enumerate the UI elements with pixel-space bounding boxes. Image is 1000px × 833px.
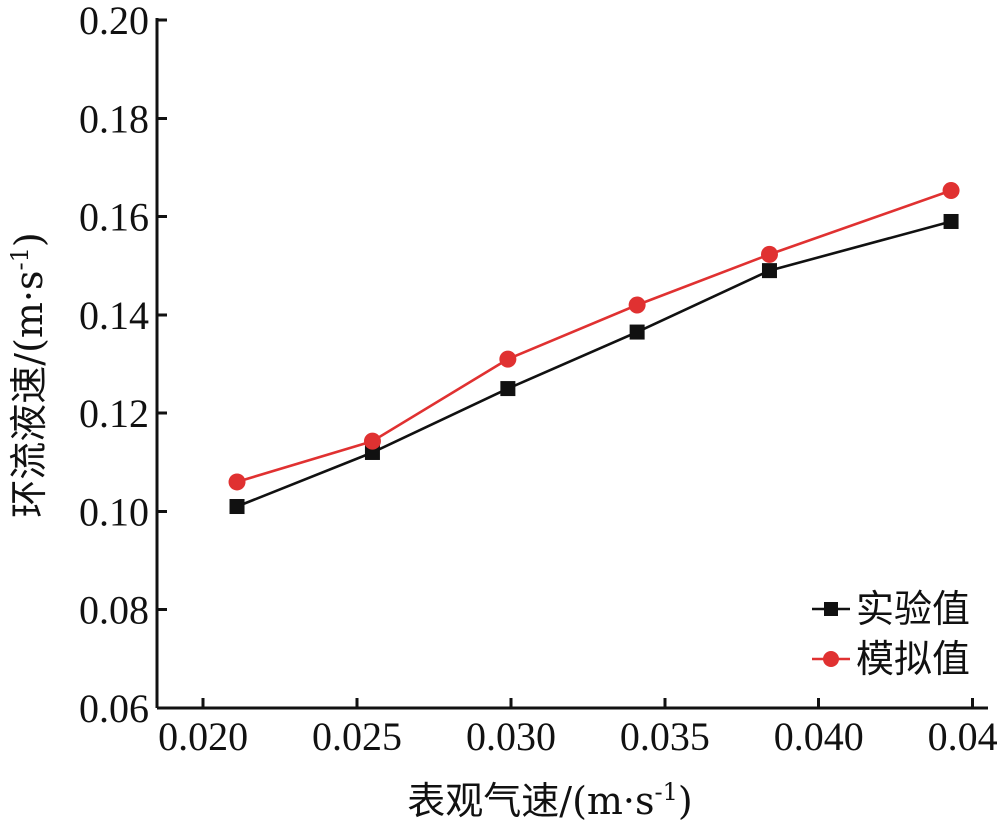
legend-label-simulated: 模拟值 xyxy=(856,637,970,681)
x-tick-label: 0.045 xyxy=(928,714,1000,759)
data-point-square xyxy=(943,213,959,229)
legend-item-experimental: 实验值 xyxy=(812,587,970,631)
y-tick-label: 0.16 xyxy=(79,195,149,240)
x-tick-label: 0.025 xyxy=(312,714,402,759)
data-point-square xyxy=(500,381,516,397)
axes xyxy=(155,18,988,710)
legend-square-marker xyxy=(824,602,838,616)
data-point-circle xyxy=(942,182,960,200)
series-line xyxy=(235,189,953,484)
y-axis-label-superscript: -1 xyxy=(6,247,34,270)
x-tick-label: 0.040 xyxy=(774,714,864,759)
series-layer xyxy=(228,182,960,515)
y-tick-label: 0.10 xyxy=(79,489,149,534)
data-point-circle xyxy=(228,473,246,491)
x-tick-label: 0.020 xyxy=(158,714,248,759)
legend-item-simulated: 模拟值 xyxy=(812,637,970,681)
data-point-square xyxy=(229,499,245,515)
y-tick-label: 0.06 xyxy=(79,686,149,731)
y-axis-label-main: 环流液速/(m·s xyxy=(7,270,51,517)
ticks: 0.06 0.08 0.10 0.12 0.14 0.16 0.18 0.20 0.020 0.0… xyxy=(79,0,1000,759)
data-point-circle xyxy=(760,245,778,263)
legend: 实验值 模拟值 xyxy=(812,587,970,681)
x-tick-label: 0.035 xyxy=(620,714,710,759)
y-tick-label: 0.14 xyxy=(79,293,149,338)
data-point-square xyxy=(761,263,777,279)
series-line xyxy=(235,220,953,508)
data-point-circle xyxy=(499,350,517,368)
y-tick-label: 0.20 xyxy=(79,0,149,43)
data-point-circle xyxy=(363,432,381,450)
y-tick-label: 0.12 xyxy=(79,391,149,436)
x-axis-label-superscript: -1 xyxy=(655,778,678,806)
data-point-square xyxy=(629,324,645,340)
series-simulated xyxy=(228,182,960,491)
legend-circle-marker xyxy=(823,651,839,667)
y-axis-label: 环流液速/(m·s-1) xyxy=(6,232,51,517)
x-axis-label-main: 表观气速/(m·s xyxy=(407,779,654,823)
x-axis-label: 表观气速/(m·s-1) xyxy=(407,778,692,823)
legend-label-experimental: 实验值 xyxy=(856,587,970,631)
x-tick-label: 0.030 xyxy=(466,714,556,759)
series-experimental xyxy=(229,213,959,515)
x-axis-label-suffix: ) xyxy=(678,779,693,823)
y-tick-label: 0.18 xyxy=(79,96,149,141)
y-tick-label: 0.08 xyxy=(79,588,149,633)
y-axis-label-suffix: ) xyxy=(7,232,51,247)
data-point-circle xyxy=(628,296,646,314)
